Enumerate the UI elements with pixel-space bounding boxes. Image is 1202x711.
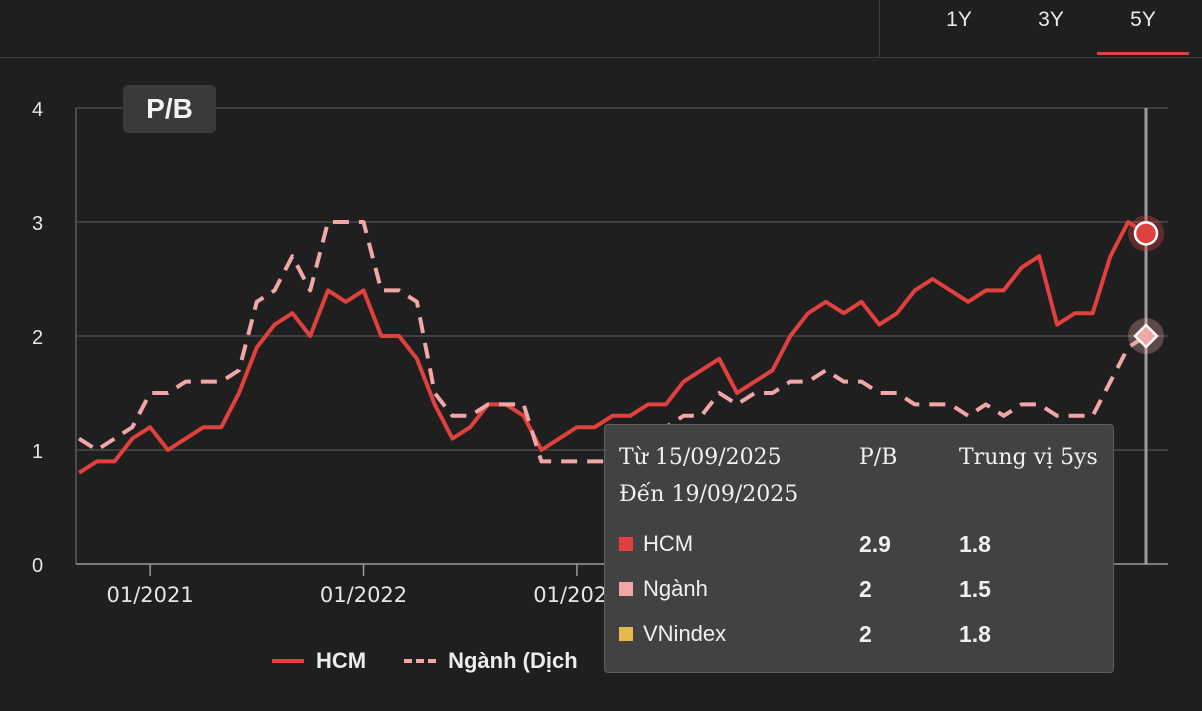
tooltip-row-nganh: Ngành [619, 576, 708, 602]
tooltip-hcm-value: 2.9 [859, 531, 891, 557]
legend-swatch-dashed [404, 659, 437, 663]
vnindex-color-square [619, 627, 633, 641]
y-tick-label: 2 [32, 327, 43, 349]
tooltip-nganh-value: 2 [859, 576, 872, 602]
legend-label: Ngành (Dịch [448, 648, 578, 673]
chart-tooltip: Từ 15/09/2025 Đến 19/09/2025 P/B Trung v… [604, 424, 1114, 673]
tooltip-range-from: Từ 15/09/2025 [619, 445, 782, 470]
tooltip-col-value: P/B [859, 445, 898, 470]
tooltip-vnindex-median: 1.8 [959, 621, 991, 647]
nganh-marker [1133, 323, 1159, 349]
legend-item-hcm[interactable]: HCM [272, 648, 366, 674]
y-tick-label: 3 [32, 213, 43, 235]
x-tick-label: 01/2021 [107, 583, 194, 607]
tooltip-row-hcm: HCM [619, 531, 693, 557]
tab-3y[interactable]: 3Y [1038, 8, 1064, 31]
hcm-color-square [619, 537, 633, 551]
y-tick-label: 0 [32, 555, 43, 577]
legend-label: HCM [316, 648, 367, 673]
timeframe-bar: 1Y 3Y 5Y [0, 0, 1202, 58]
tab-divider [879, 0, 880, 57]
tooltip-row-label: VNindex [643, 621, 727, 646]
tooltip-hcm-median: 1.8 [959, 531, 991, 557]
legend-swatch-solid [272, 659, 304, 663]
x-tick-label: 01/2022 [320, 583, 407, 607]
nganh-color-square [619, 582, 633, 596]
y-tick-label: 1 [32, 441, 43, 463]
tooltip-row-vnindex: VNindex [619, 621, 726, 647]
series-line-nganh [77, 220, 1148, 464]
tooltip-row-label: HCM [643, 531, 694, 556]
y-tick-label: 4 [32, 99, 43, 121]
hcm-marker [1133, 221, 1159, 246]
tab-1y[interactable]: 1Y [946, 8, 972, 31]
tooltip-range-to: Đến 19/09/2025 [619, 482, 799, 507]
chart-legend: HCM Ngành (Dịch [272, 646, 616, 676]
tooltip-nganh-median: 1.5 [959, 576, 991, 602]
tooltip-row-label: Ngành [643, 576, 708, 601]
tooltip-vnindex-value: 2 [859, 621, 872, 647]
chart-title: P/B [123, 85, 216, 133]
series-line-hcm [77, 220, 1148, 475]
tooltip-col-median: Trung vị 5ys [959, 445, 1098, 470]
tab-5y[interactable]: 5Y [1097, 8, 1189, 55]
legend-item-nganh[interactable]: Ngành (Dịch [404, 648, 578, 674]
